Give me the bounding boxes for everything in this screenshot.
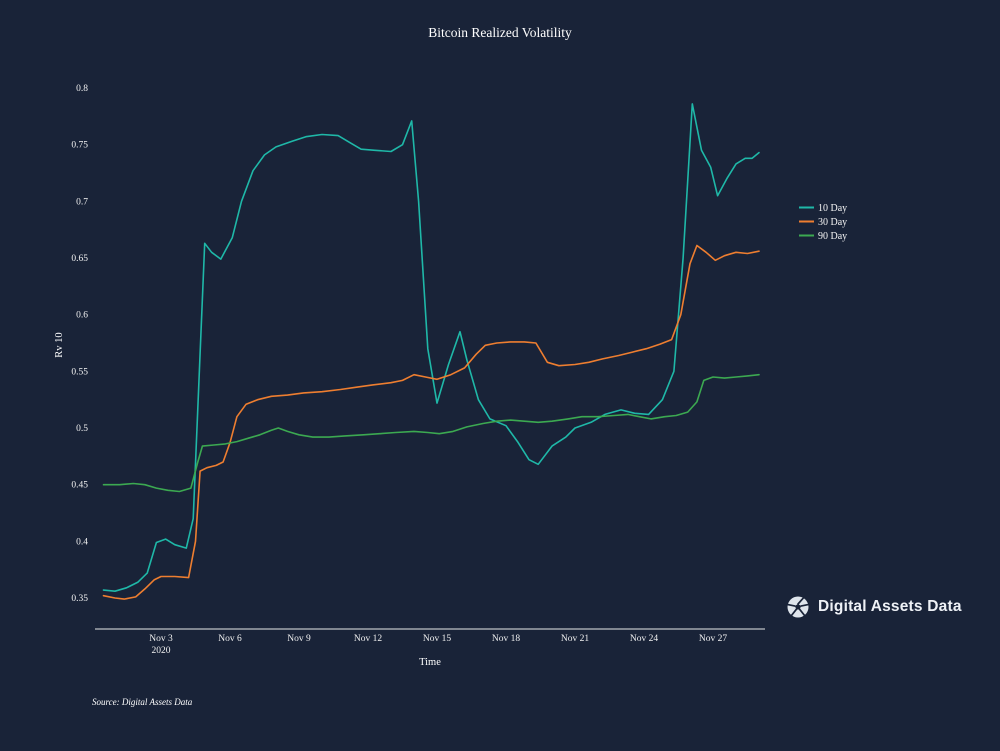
legend-label: 10 Day — [818, 203, 847, 214]
logo-text: Digital Assets Data — [818, 598, 962, 615]
x-tick-label: Nov 6 — [218, 634, 242, 644]
x-tick-label: Nov 9 — [287, 634, 311, 644]
x-tick-label: Nov 12 — [354, 634, 382, 644]
x-tick-label: Nov 18 — [492, 634, 520, 644]
y-tick-label: 0.6 — [76, 311, 88, 321]
legend-label: 90 Day — [818, 231, 847, 242]
series-line-30-day — [102, 244, 760, 600]
y-tick-label: 0.35 — [71, 594, 88, 604]
y-tick-label: 0.8 — [76, 84, 88, 94]
x-tick-sublabel: 2020 — [152, 646, 171, 656]
chart-series — [102, 103, 760, 600]
legend-label: 30 Day — [818, 217, 847, 228]
x-tick-label: Nov 27 — [699, 634, 727, 644]
y-axis-label: Rv 10 — [54, 332, 65, 357]
y-tick-label: 0.45 — [71, 481, 88, 491]
x-tick-label: Nov 3 — [149, 634, 173, 644]
x-tick-label: Nov 24 — [630, 634, 658, 644]
source-note: Source: Digital Assets Data — [92, 697, 193, 707]
y-tick-label: 0.4 — [76, 537, 88, 547]
aperture-icon — [786, 596, 810, 618]
y-tick-label: 0.5 — [76, 424, 88, 434]
legend-item-30-day[interactable]: 30 Day — [799, 217, 847, 228]
chart-legend: 10 Day 30 Day 90 Day — [799, 203, 847, 242]
x-axis-ticks: Nov 3 2020 Nov 6 Nov 9 Nov 12 Nov 15 Nov 18 Nov… — [149, 634, 727, 656]
digital-assets-data-logo: Digital Assets Data — [786, 595, 962, 619]
series-line-10-day — [102, 103, 760, 593]
y-tick-label: 0.75 — [71, 141, 88, 151]
legend-item-90-day[interactable]: 90 Day — [799, 231, 847, 242]
y-tick-label: 0.7 — [76, 197, 88, 207]
legend-item-10-day[interactable]: 10 Day — [799, 203, 847, 214]
x-tick-label: Nov 21 — [561, 634, 589, 644]
series-line-90-day — [102, 373, 760, 493]
x-tick-label: Nov 15 — [423, 634, 451, 644]
chart-title: Bitcoin Realized Volatility — [428, 25, 572, 40]
y-axis-ticks: 0.35 0.4 0.45 0.5 0.55 0.6 0.65 0.7 0.75 0.8 — [71, 84, 88, 604]
y-tick-label: 0.55 — [71, 367, 88, 377]
y-tick-label: 0.65 — [71, 254, 88, 264]
x-axis-label: Time — [419, 657, 441, 668]
